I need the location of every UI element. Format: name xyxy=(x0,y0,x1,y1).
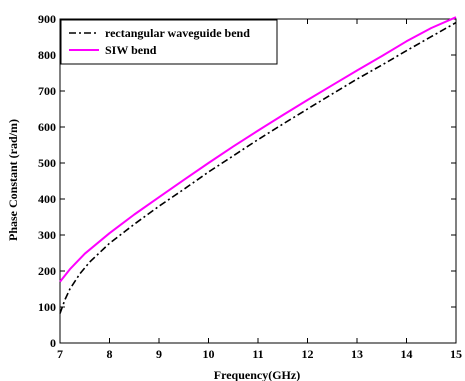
legend-label-2: SIW bend xyxy=(105,43,157,57)
y-tick-label: 300 xyxy=(38,228,56,242)
legend-label-1: rectangular waveguide bend xyxy=(105,26,250,40)
x-tick-label: 10 xyxy=(203,347,215,361)
x-tick-label: 11 xyxy=(252,347,263,361)
y-tick-label: 600 xyxy=(38,120,56,134)
y-tick-label: 500 xyxy=(38,156,56,170)
x-axis-label: Frequency(GHz) xyxy=(214,368,300,381)
plot-frame xyxy=(59,18,457,344)
x-tick-label: 7 xyxy=(57,347,63,361)
y-tick-label: 900 xyxy=(38,12,56,26)
legend-box xyxy=(60,19,278,65)
legend: rectangular waveguide bend SIW bend xyxy=(60,19,278,65)
y-tick-label: 200 xyxy=(38,264,56,278)
y-tick-label: 0 xyxy=(50,336,56,350)
plot-area xyxy=(59,18,457,344)
x-tick-label: 12 xyxy=(302,347,314,361)
y-tick-label: 800 xyxy=(38,48,56,62)
series-line-1 xyxy=(59,21,457,314)
series-lines xyxy=(59,16,457,314)
x-tick-label: 13 xyxy=(351,347,363,361)
y-tick-label: 400 xyxy=(38,192,56,206)
x-tick-label: 14 xyxy=(401,347,413,361)
series-line-2 xyxy=(59,16,457,283)
x-tick-label: 15 xyxy=(450,347,462,361)
y-axis-label: Phase Constant (rad/m) xyxy=(6,119,20,241)
x-tick-label: 9 xyxy=(156,347,162,361)
x-tick-label: 8 xyxy=(107,347,113,361)
y-tick-label: 700 xyxy=(38,84,56,98)
y-tick-label: 100 xyxy=(38,300,56,314)
